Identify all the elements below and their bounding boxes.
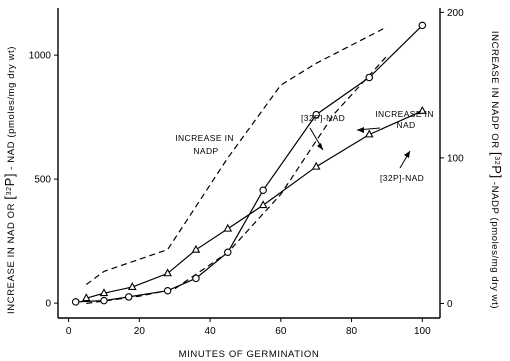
data-point-circle xyxy=(101,297,107,303)
x-axis-title: MINUTES OF GERMINATION xyxy=(179,349,320,360)
y-axis-right-title: INCREASE IN NADP OR [32P] -NADP (pmoles/… xyxy=(489,31,504,309)
x-tick-label: 40 xyxy=(205,326,217,337)
y-right-title-part-1: INCREASE IN NADP OR xyxy=(489,31,500,152)
annotation-increase-in-nad: INCREASE IN NAD xyxy=(375,109,436,130)
data-point-triangle xyxy=(260,201,267,207)
y-left-tick-label: 1000 xyxy=(29,51,52,62)
annotation-nad-line-2: NAD xyxy=(396,120,415,130)
annotation-nad-line-1: INCREASE IN xyxy=(375,109,434,119)
markers-layer xyxy=(72,22,425,305)
y-left-title-isotope: 32 xyxy=(6,186,13,195)
series-line-0 xyxy=(76,25,423,302)
y-left-tick-label: 500 xyxy=(34,175,51,186)
y-right-tick-label: 200 xyxy=(447,8,464,19)
data-point-circle xyxy=(193,275,199,281)
y-right-title-isotope: 32 xyxy=(494,156,501,165)
y-left-title-part-1: INCREASE IN NAD OR xyxy=(6,200,17,314)
y-axis-left-title: INCREASE IN NAD OR [32P] - NAD (pmoles/m… xyxy=(2,46,17,314)
y-left-title-element: P] xyxy=(2,173,17,186)
x-tick-label: 80 xyxy=(346,326,358,337)
x-tick-label: 20 xyxy=(134,326,146,337)
annotation-lower-p32-nad: [32P]-NAD xyxy=(380,173,424,183)
data-point-triangle xyxy=(224,225,231,231)
annotation-arrowhead-increase-in-nad xyxy=(357,127,364,133)
x-tick-label: 100 xyxy=(414,326,431,337)
data-point-circle xyxy=(419,22,425,28)
series-line-2 xyxy=(86,27,387,285)
annotation-arrowhead-upper-p32-nad xyxy=(317,143,323,150)
data-point-triangle xyxy=(193,246,200,252)
data-point-triangle xyxy=(164,270,171,276)
series-line-3 xyxy=(86,56,387,303)
data-point-circle xyxy=(225,249,231,255)
annotation-increase-in-nadp: INCREASE IN NADP xyxy=(175,133,236,156)
y-left-tick-label: 0 xyxy=(45,299,51,310)
data-point-circle xyxy=(72,299,78,305)
x-tick-label: 60 xyxy=(275,326,287,337)
data-point-circle xyxy=(164,288,170,294)
annotation-nadp-line-1: INCREASE IN xyxy=(175,133,234,143)
x-tick-label: 0 xyxy=(66,326,72,337)
annotation-upper-p32-nad: [32P]-NAD xyxy=(301,113,345,123)
y-left-title-part-2: - NAD (pmoles/mg dry wt) xyxy=(6,46,17,173)
data-point-circle xyxy=(126,294,132,300)
annotation-nadp-line-2: NADP xyxy=(193,146,218,156)
series-layer xyxy=(76,25,423,303)
y-right-tick-label: 100 xyxy=(447,153,464,164)
y-right-title-part-2: -NADP (pmoles/mg dry wt) xyxy=(489,179,500,309)
y-right-tick-label: 0 xyxy=(447,299,453,310)
data-point-triangle xyxy=(313,163,320,169)
y-right-title-element: P] xyxy=(489,165,504,178)
data-point-circle xyxy=(260,187,266,193)
data-point-circle xyxy=(366,74,372,80)
